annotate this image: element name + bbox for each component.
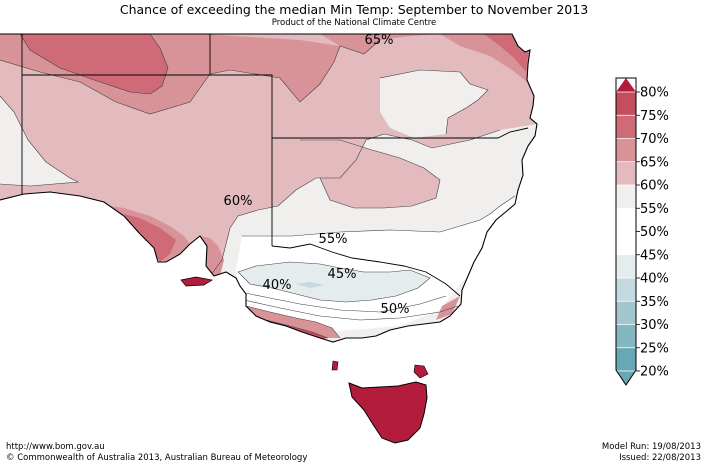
kangaroo-island	[180, 276, 213, 287]
legend-tick-label: 30%	[640, 318, 669, 333]
footer-right: Model Run: 19/08/2013 Issued: 22/08/2013	[602, 442, 701, 464]
legend-tick-label: 25%	[640, 341, 669, 356]
legend-tick-label: 75%	[640, 109, 669, 124]
legend-swatch-above-80	[616, 78, 636, 92]
legend-tick-label: 45%	[640, 248, 669, 263]
legend-swatch-10	[616, 324, 636, 349]
legend-tick-label: 20%	[640, 365, 669, 380]
label-50: 50%	[381, 302, 410, 317]
coastline	[0, 33, 538, 343]
legend-swatch-2	[616, 138, 636, 163]
legend-swatch-5	[616, 208, 636, 232]
field-55-60-north	[380, 70, 488, 138]
legend-tick-label: 50%	[640, 225, 669, 240]
field-35-40	[296, 282, 324, 288]
contour-lines	[0, 34, 516, 339]
legend-swatch-below-20	[616, 371, 636, 385]
field-70-75-sa	[124, 214, 176, 262]
legend-swatch-11	[616, 347, 636, 372]
field-60-65-east	[300, 140, 440, 208]
map-subtitle: Product of the National Climate Centre	[271, 18, 437, 28]
probability-fields	[0, 34, 537, 342]
footer-left: http://www.bom.gov.au © Commonwealth of …	[6, 442, 307, 464]
field-70-75	[20, 34, 168, 94]
tasmania	[348, 381, 428, 444]
label-45: 45%	[328, 267, 357, 282]
field-65-70-gippsland	[436, 296, 460, 320]
flinders-island	[413, 364, 429, 379]
label-65: 65%	[365, 33, 394, 48]
legend-swatch-1	[616, 115, 636, 139]
legend-tick-label: 55%	[640, 202, 669, 217]
footer-url: http://www.bom.gov.au	[6, 442, 105, 452]
field-55-60-west	[0, 96, 78, 186]
legend-tick-label: 35%	[640, 295, 669, 310]
legend-swatch-6	[616, 231, 636, 256]
legend-tick-label: 40%	[640, 272, 669, 287]
footer-model-run: Model Run: 19/08/2013	[601, 442, 701, 452]
legend-tick-label: 70%	[640, 132, 669, 147]
legend-colorbar: 80% 75% 70% 65% 60% 55% 50% 45% 40% 35% 30% 25% 20%	[615, 77, 669, 386]
legend-swatch-0	[616, 92, 636, 116]
field-65-70-vic	[246, 306, 340, 338]
legend-swatch-4	[616, 185, 636, 209]
king-island	[331, 360, 339, 371]
legend-swatch-7	[616, 254, 636, 279]
map-title: Chance of exceeding the median Min Temp:…	[119, 2, 589, 17]
footer-issued: Issued: 22/08/2013	[619, 453, 701, 463]
legend-frame	[615, 77, 637, 386]
legend-swatch-3	[616, 161, 636, 186]
state-borders	[21, 34, 529, 297]
legend-tick-label: 60%	[640, 179, 669, 194]
field-45-55	[236, 196, 518, 334]
label-40: 40%	[263, 278, 292, 293]
legend-tick-label: 80%	[640, 86, 669, 101]
footer-copyright: © Commonwealth of Australia 2013, Austra…	[6, 453, 308, 463]
label-55: 55%	[319, 232, 348, 247]
label-60: 60%	[224, 194, 253, 209]
legend-swatch-8	[616, 278, 636, 302]
legend-swatch-9	[616, 301, 636, 325]
legend-tick-label: 65%	[640, 155, 669, 170]
